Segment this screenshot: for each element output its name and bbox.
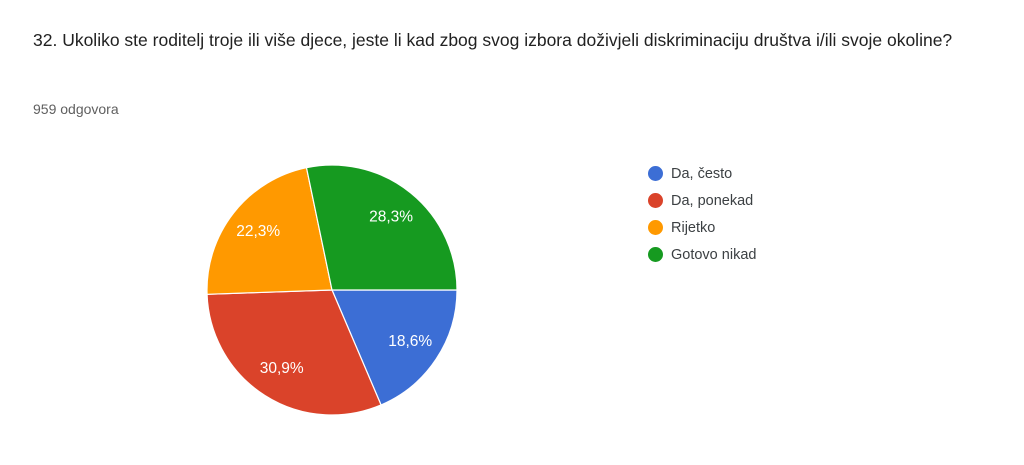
pie-chart-svg: 18,6% 30,9% 22,3% 28,3% — [206, 164, 458, 416]
legend-color-dot — [648, 220, 663, 235]
pie-slice-1[interactable] — [206, 289, 382, 416]
legend-label: Da, ponekad — [671, 192, 754, 209]
pie-slice-label: 22,3% — [236, 223, 280, 240]
legend-item-1: Da, ponekad — [648, 187, 756, 214]
legend-label: Rijetko — [671, 219, 716, 236]
chart-legend: Da, često Da, ponekad Rijetko Gotovo nikad — [648, 160, 756, 268]
pie-slice-label: 18,6% — [388, 333, 432, 350]
legend-color-dot — [648, 247, 663, 262]
pie-slice-label: 30,9% — [260, 360, 304, 377]
pie-slice-0[interactable] — [331, 289, 458, 406]
pie-slice-3[interactable] — [305, 164, 458, 291]
question-title: 32. Ukoliko ste roditelj troje ili više … — [33, 30, 953, 50]
legend-color-dot — [648, 166, 663, 181]
legend-item-2: Rijetko — [648, 214, 756, 241]
legend-label: Da, često — [671, 165, 733, 182]
legend-color-dot — [648, 193, 663, 208]
pie-slice-2[interactable] — [206, 167, 333, 295]
pie-chart: 18,6% 30,9% 22,3% 28,3% — [204, 162, 460, 418]
legend-item-3: Gotovo nikad — [648, 241, 756, 268]
response-count: 959 odgovora — [33, 101, 119, 117]
legend-item-0: Da, često — [648, 160, 756, 187]
legend-label: Gotovo nikad — [671, 246, 757, 263]
pie-slice-label: 28,3% — [369, 208, 413, 225]
